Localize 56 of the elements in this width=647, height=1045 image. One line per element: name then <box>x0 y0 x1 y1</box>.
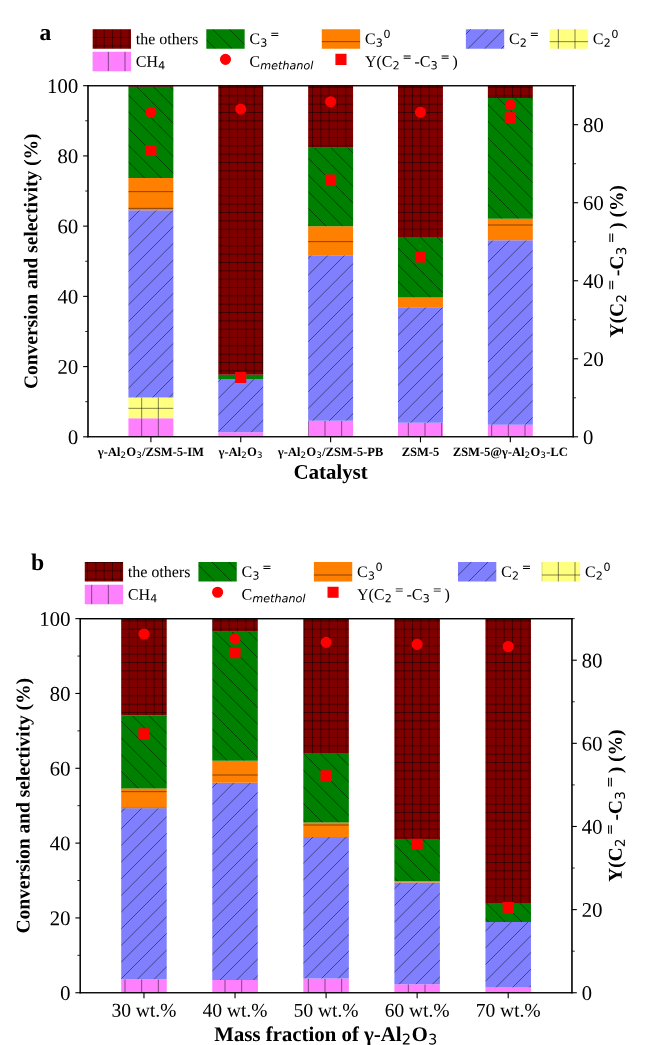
chart-title: b <box>31 553 44 571</box>
legend-label: C$_{2}$$^{=}$ <box>509 32 538 47</box>
y-tick-label: 20 <box>58 359 78 375</box>
y2-tick-label: 40 <box>582 819 602 834</box>
legend-label: the others <box>128 566 190 578</box>
legend-label: CH$_{4}$ <box>128 589 157 603</box>
x-tick-label: 30 wt.% <box>112 1003 176 1017</box>
x-tick-label: 40 wt.% <box>203 1003 267 1017</box>
y2-tick-label: 60 <box>582 736 602 751</box>
y2-tick-label: 0 <box>582 986 592 1001</box>
chart-title: a <box>40 28 51 41</box>
y-axis-title: Conversion and selectivity (%) <box>16 678 34 933</box>
legend-label: C$_{2}$$^{0}$ <box>593 29 618 47</box>
legend-label: C$_{methanol}$ <box>250 56 314 70</box>
y-tick-label: 20 <box>50 911 70 926</box>
legend-label: Y(C$_{2}$$^{=}$-C$_{3}$$^{=}$) <box>357 588 450 604</box>
legend-label: C$_{3}$$^{0}$ <box>357 562 382 580</box>
legend-label: Y(C$_{2}$$^{=}$-C$_{3}$$^{=}$) <box>365 55 458 71</box>
y-tick-label: 60 <box>58 219 78 234</box>
legend-label: the others <box>135 33 198 45</box>
y2-tick-label: 0 <box>583 430 593 445</box>
y2-tick-label: 80 <box>583 118 603 133</box>
y-tick-label: 60 <box>50 761 70 776</box>
legend-label: C$_{2}$$^{0}$ <box>585 562 610 580</box>
y2-tick-label: 40 <box>583 274 603 289</box>
y-tick-label: 100 <box>48 79 78 94</box>
y2-tick-label: 60 <box>583 196 603 211</box>
y2-tick-label: 20 <box>583 352 603 367</box>
y2-axis-title: Y(C$_{2}$$^{=}$-C$_{3}$$^{=}$) (%) <box>608 730 626 882</box>
y-tick-label: 0 <box>60 986 70 1001</box>
y-tick-label: 80 <box>58 149 78 164</box>
legend-label: C$_{3}$$^{=}$ <box>250 32 279 47</box>
legend-label: C$_{3}$$^{0}$ <box>365 29 390 47</box>
y-tick-label: 100 <box>41 612 70 627</box>
y2-tick-label: 80 <box>582 653 602 668</box>
x-tick-label: ZSM-5@γ-Al$_{2}$O$_{3}$-LC <box>453 447 567 459</box>
x-tick-label: γ-Al$_{2}$O$_{3}$/ZSM-5-PB <box>277 447 383 459</box>
x-tick-label: 60 wt.% <box>385 1003 449 1017</box>
x-tick-label: ZSM-5 <box>402 447 439 457</box>
y-tick-label: 0 <box>68 430 78 445</box>
y-axis-title: Conversion and selectivity (%) <box>23 134 42 389</box>
legend-label: C$_{2}$$^{=}$ <box>501 565 530 580</box>
x-tick-label: γ-Al$_{2}$O$_{3}$ <box>218 447 262 459</box>
x-axis-title: Mass fraction of γ-Al$_{2}$O$_{3}$ <box>214 1026 437 1045</box>
legend-label: C$_{3}$$^{=}$ <box>242 565 271 580</box>
y-tick-label: 80 <box>50 686 70 701</box>
y-tick-label: 40 <box>50 836 70 851</box>
x-axis-title: Catalyst <box>294 464 368 484</box>
legend-label: C$_{methanol}$ <box>242 589 306 603</box>
y2-tick-label: 20 <box>582 902 602 918</box>
x-tick-label: γ-Al$_{2}$O$_{3}$/ZSM-5-IM <box>97 447 204 459</box>
legend-label: CH$_{4}$ <box>136 56 165 70</box>
x-tick-label: 50 wt.% <box>294 1003 358 1017</box>
x-tick-label: 70 wt.% <box>477 1003 540 1017</box>
y-tick-label: 40 <box>57 289 78 304</box>
y2-axis-title: Y(C$_{2}$$^{=}$-C$_{3}$$^{=}$) (%) <box>609 185 628 338</box>
